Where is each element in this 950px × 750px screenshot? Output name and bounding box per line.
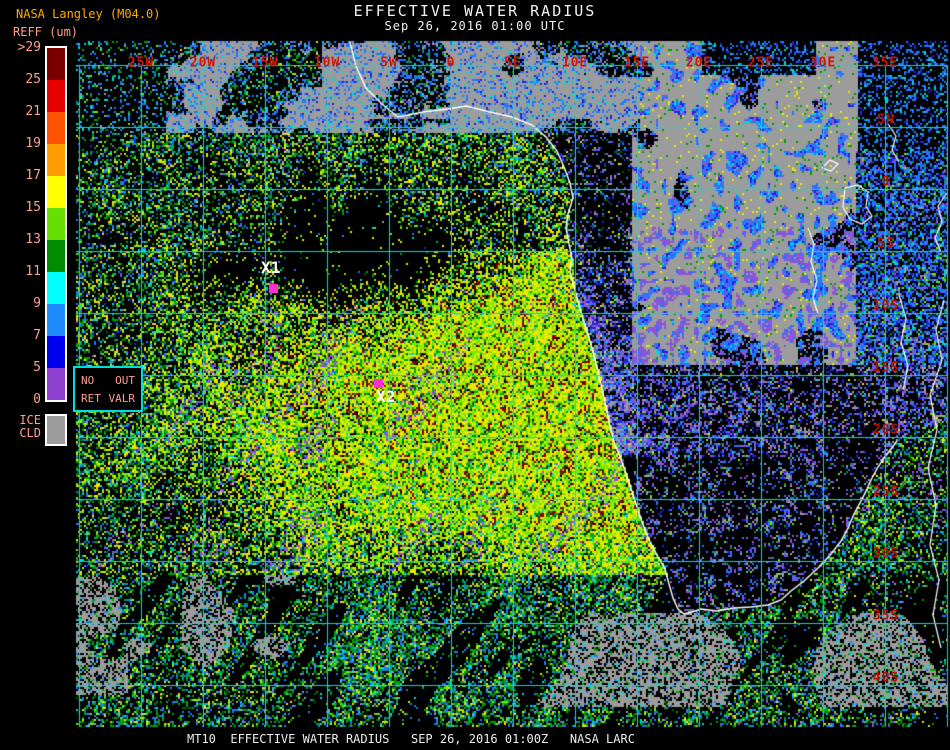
ice-label: ICE	[19, 413, 41, 427]
colorbar-segment	[47, 48, 65, 80]
latitude-label: 5S	[877, 236, 895, 252]
flag-ret: RET	[81, 391, 101, 405]
flag-no: NO	[81, 373, 95, 387]
retrieval-flag-legend: NO OUT RET VALR	[73, 366, 143, 412]
colorbar-segment	[47, 304, 65, 336]
longitude-label: 30E	[809, 55, 837, 71]
marker-label-x1: X1	[261, 258, 281, 277]
colorbar-tick-label: 13	[25, 232, 41, 247]
colorbar-segment	[47, 112, 65, 144]
colorbar-tick-label: 19	[25, 136, 41, 151]
colorbar-title: REFF (um)	[13, 25, 79, 39]
latitude-label: 25S	[872, 484, 900, 500]
colorbar-tick-label: 11	[25, 264, 41, 279]
latitude-label: 0	[881, 174, 891, 190]
longitude-label: 0	[446, 55, 456, 71]
colorbar-tick-label: 9	[33, 296, 41, 311]
page-title: EFFECTIVE WATER RADIUS	[353, 2, 597, 20]
colorbar-tick-label: 5	[33, 360, 41, 375]
timestamp-subtitle: Sep 26, 2016 01:00 UTC	[384, 19, 566, 33]
latitude-label: 10S	[872, 298, 900, 314]
colorbar-tick-label: 15	[25, 200, 41, 215]
colorbar-tick-label: 17	[25, 168, 41, 183]
latitude-label: 35S	[872, 608, 900, 624]
latitude-label: 40S	[872, 670, 900, 686]
longitude-label: 35E	[871, 55, 899, 71]
colorbar-tick-label: 25	[25, 72, 41, 87]
latitude-label: 5N	[877, 112, 895, 128]
longitude-label: 20W	[189, 55, 217, 71]
colorbar-segment	[47, 176, 65, 208]
colorbar	[45, 46, 67, 402]
cld-label: CLD	[19, 426, 41, 440]
colorbar-segment	[47, 144, 65, 176]
colorbar-tick-label: >29	[17, 40, 41, 55]
colorbar-tick-label: 0	[33, 392, 41, 407]
colorbar-segment	[47, 80, 65, 112]
longitude-label: 5E	[504, 55, 522, 71]
longitude-label: 10E	[561, 55, 589, 71]
longitude-label: 15W	[251, 55, 279, 71]
flag-out: OUT	[115, 373, 135, 387]
longitude-label: 25W	[127, 55, 155, 71]
flag-valr: VALR	[108, 391, 136, 405]
longitude-label: 20E	[685, 55, 713, 71]
marker-dot-x1	[269, 284, 278, 293]
longitude-label: 5W	[380, 55, 398, 71]
longitude-label: 15E	[623, 55, 651, 71]
latitude-label: 30S	[872, 546, 900, 562]
marker-dot-x2	[374, 379, 383, 388]
latitude-label: 20S	[872, 422, 900, 438]
latitude-label: 15S	[872, 360, 900, 376]
longitude-label: 10W	[313, 55, 341, 71]
colorbar-tick-label: 21	[25, 104, 41, 119]
colorbar-tick-label: 7	[33, 328, 41, 343]
longitude-label: 25E	[747, 55, 775, 71]
footer-status-line: MT10 EFFECTIVE WATER RADIUS SEP 26, 2016…	[187, 732, 635, 746]
colorbar-segment	[47, 368, 65, 400]
colorbar-segment	[47, 240, 65, 272]
colorbar-segment	[47, 208, 65, 240]
marker-label-x2: X2	[376, 387, 396, 406]
colorbar-segment	[47, 336, 65, 368]
colorbar-segment	[47, 272, 65, 304]
ice-cloud-swatch	[45, 414, 67, 446]
nasa-langley-label: NASA Langley (M04.0)	[16, 7, 161, 21]
